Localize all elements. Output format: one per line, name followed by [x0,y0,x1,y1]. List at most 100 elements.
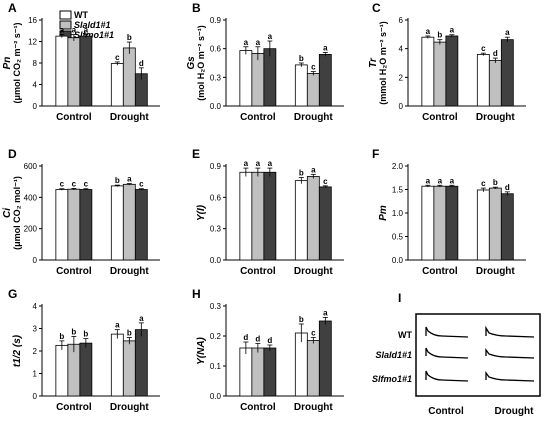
bar [433,41,447,107]
y-tick-label: 0.9 [210,162,222,171]
x-tick-label: Drought [110,266,150,277]
significance-letter: a [311,165,316,174]
x-tick-label: Drought [110,402,150,413]
bar [55,189,69,261]
y-tick-label: 1.5 [392,186,404,195]
significance-letter: a [72,26,77,35]
y-tick-label: 16 [28,16,37,25]
significance-letter: a [426,176,431,185]
panel-letter-c: C [372,1,381,15]
x-tick-label: Drought [110,112,150,123]
y-axis-label: Pn [2,57,13,70]
significance-letter: c [60,180,65,189]
significance-letter: d [243,333,248,342]
significance-letter: d [267,336,272,345]
legend-swatch-slald1 [59,20,72,30]
y-axis-label: Y(I) [196,204,207,221]
bar [251,171,265,261]
y-tick-label: 1.0 [392,209,404,218]
significance-letter: b [83,330,88,339]
significance-letter: c [311,63,316,72]
y-tick-label: 0 [33,256,38,265]
y-tick-label: 3 [33,325,38,334]
bar [134,189,148,261]
y-tick-label: 4 [33,302,38,311]
trace-slfmo1-drought [485,371,535,382]
significance-letter: a [139,314,144,323]
y-axis-label: t1/2 (s) [12,334,23,367]
y-tick-label: 0.3 [210,302,222,311]
significance-letter: a [450,26,455,35]
panel-i: I WT Slald1#1 Slfmo1#1 Control Drought [372,291,541,417]
significance-letter: c [481,44,486,53]
panel-letter-d: D [8,147,17,161]
y-tick-label: 0 [399,102,404,111]
y-tick-label: 0 [33,102,38,111]
significance-letter: b [71,327,76,336]
legend-swatch-wt [59,10,72,20]
significance-letter: a [268,159,273,168]
panel-letter-i: I [398,291,401,305]
y-tick-label: 600 [24,162,38,171]
y-tick-label: 2 [399,73,404,82]
significance-letter: b [493,178,498,187]
y-tick-label: 0.0 [210,256,222,265]
bar [239,50,253,107]
x-tick-label: Control [56,112,92,123]
y-tick-label: 1 [33,370,38,379]
bar [500,39,514,107]
panel-letter-f: F [372,147,379,161]
x-tick-label: Drought [294,402,334,413]
bar [421,185,435,261]
panel-letter-a: A [8,1,17,15]
significance-letter: a [127,175,132,184]
panel-letter-h: H [192,287,201,301]
panel-letter-g: G [8,287,17,301]
y-tick-label: 2.0 [392,162,404,171]
significance-letter: b [299,54,304,63]
y-tick-label: 0.3 [210,73,222,82]
bar [122,340,136,397]
significance-letter: d [493,49,498,58]
bar [318,54,332,107]
bar [67,37,81,107]
significance-letter: a [438,176,443,185]
x-tick-label: Control [56,266,92,277]
significance-letter: b [115,176,120,185]
bar [294,64,308,107]
x-tick-label: Drought [476,266,516,277]
bar [263,347,277,397]
significance-letter: d [255,335,260,344]
y-tick-label: 0.9 [210,16,222,25]
significance-letter: c [323,177,328,186]
y-tick-label: 400 [24,193,38,202]
y-tick-label: 8 [33,59,38,68]
bar [306,176,320,261]
significance-letter: a [268,32,273,41]
bar [445,185,459,261]
panel-i-row-slfmo1: Slfmo1#1 [372,374,412,384]
y-axis-unit: (mol H₂O m⁻² s⁻¹) [196,25,206,101]
y-tick-label: 200 [24,225,38,234]
significance-letter: b [59,332,64,341]
significance-letter: a [256,38,261,47]
significance-letter: d [139,59,144,68]
trace-slald1-drought [485,348,535,359]
legend-label-slald1: Slald1#1 [74,20,111,30]
y-tick-label: 0.2 [210,332,222,341]
bar [433,185,447,261]
x-tick-label: Control [422,112,458,123]
bar [294,180,308,261]
bar [239,171,253,261]
x-tick-label: Drought [294,112,334,123]
significance-letter: a [244,159,249,168]
significance-letter: a [505,28,510,37]
bar [318,186,332,261]
panel-i-frame [415,313,541,397]
bar [251,53,265,107]
bar [318,320,332,397]
y-axis-label: Ci [2,208,13,218]
